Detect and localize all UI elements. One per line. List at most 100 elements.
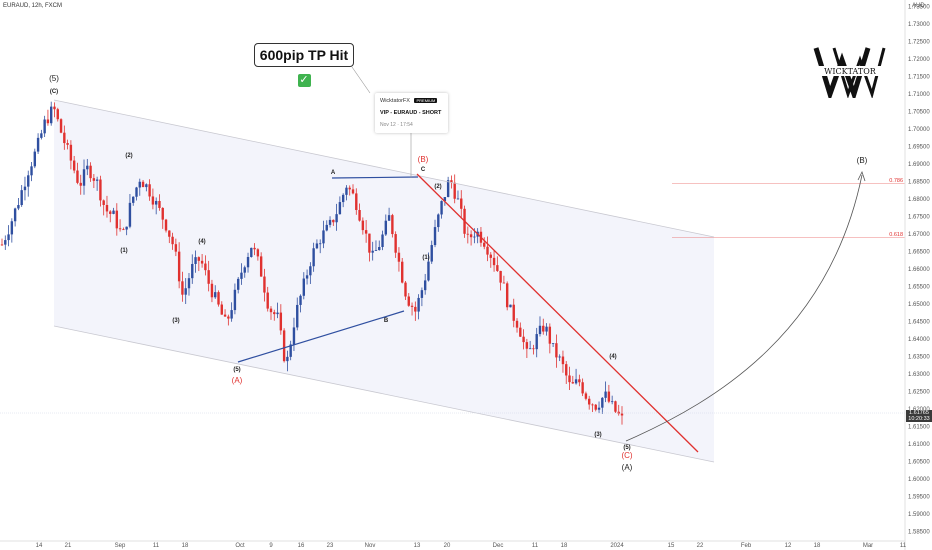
- candle-body: [332, 219, 335, 223]
- wave-labels: (5)(C)(2)(1)(3)(4)(5)(A)AB(B)C(2)(1)(4)(…: [49, 74, 868, 472]
- x-tick-label: 11: [900, 543, 907, 549]
- candle-body: [401, 261, 404, 283]
- candle-body: [578, 379, 581, 383]
- candle-body: [250, 247, 253, 257]
- candle-body: [243, 267, 246, 273]
- candle-body: [43, 119, 46, 134]
- candle-body: [542, 325, 545, 332]
- candle-body: [427, 261, 430, 281]
- x-tick-label: 18: [182, 543, 189, 549]
- candle-body: [17, 205, 20, 209]
- candle-body: [387, 215, 391, 221]
- candle-body: [378, 246, 381, 251]
- candle-body: [437, 214, 440, 228]
- candle-body: [440, 201, 443, 215]
- candle-body: [486, 246, 489, 255]
- tp-hit-callout: 600pip TP Hit ✓: [254, 43, 354, 87]
- candle-body: [515, 320, 519, 328]
- x-tick-label: 13: [414, 543, 421, 549]
- y-tick-label: 1.72000: [908, 57, 930, 63]
- candle-body: [532, 348, 535, 350]
- candle-body: [381, 234, 384, 247]
- wave-label: (5): [233, 367, 240, 373]
- y-tick-label: 1.64500: [908, 320, 930, 326]
- candle-body: [423, 280, 427, 291]
- candle-body: [338, 202, 342, 215]
- candle-body: [535, 334, 538, 350]
- double-w-logo-icon: WICKTATOR: [812, 44, 888, 103]
- candle-body: [394, 234, 397, 253]
- candle-body: [591, 404, 594, 406]
- check-icon: ✓: [297, 74, 311, 87]
- wave-label: (3): [594, 432, 601, 438]
- candle-body: [36, 137, 40, 152]
- candle-body: [194, 257, 197, 264]
- candle-body: [292, 327, 296, 345]
- candle-body: [420, 290, 424, 298]
- wave-label: (4): [198, 239, 205, 245]
- candle-body: [584, 393, 588, 399]
- candle-body: [581, 382, 584, 394]
- candle-body: [259, 256, 263, 277]
- candle-body: [184, 288, 187, 295]
- candle-body: [528, 348, 532, 350]
- y-tick-label: 1.68000: [908, 197, 930, 203]
- candle-body: [545, 326, 548, 332]
- candle-body: [568, 375, 571, 383]
- candle-body: [512, 304, 515, 321]
- y-tick-label: 1.73000: [908, 22, 930, 28]
- candle-body: [102, 200, 105, 205]
- card-author: WicktatorFX: [380, 98, 410, 104]
- signal-card[interactable]: WicktatorFX PREMIUM VIP - EURAUD - SHORT…: [375, 93, 448, 133]
- candle-body: [174, 244, 178, 252]
- channel-area: [54, 100, 714, 462]
- fib-levels: 0.786 0.618: [672, 178, 905, 238]
- wave-label: (B): [418, 155, 429, 164]
- candle-body: [168, 230, 171, 237]
- candle-body: [499, 270, 502, 283]
- callout-pointer: [351, 66, 371, 94]
- x-tick-label: Sep: [115, 543, 126, 549]
- candle-body: [63, 132, 66, 144]
- wave-label: (5): [49, 74, 59, 83]
- candle-body: [502, 282, 506, 284]
- x-tick-label: Oct: [235, 543, 245, 549]
- candle-body: [161, 207, 164, 220]
- candle-body: [414, 306, 417, 312]
- candle-body: [358, 209, 361, 221]
- candle-body: [135, 187, 138, 197]
- candle-body: [227, 316, 230, 319]
- candle-body: [525, 342, 529, 349]
- candle-body: [348, 187, 351, 190]
- candle-body: [122, 229, 125, 231]
- candle-body: [269, 308, 273, 313]
- candle-body: [417, 297, 420, 312]
- candle-body: [289, 344, 292, 357]
- x-axis: 14 21 Sep 11 18 Oct 9 16 23 Nov 13 20 Dec 11 18 2024 15 2…: [0, 540, 907, 549]
- signal-time: Nov 12 · 17:54: [380, 122, 413, 128]
- candle-body: [236, 278, 240, 290]
- candle-body: [456, 198, 460, 200]
- candle-body: [574, 379, 578, 384]
- candle-body: [565, 364, 568, 376]
- wave-label: A: [331, 170, 336, 176]
- candle-body: [319, 243, 322, 245]
- candle-body: [604, 391, 607, 398]
- candle-body: [128, 202, 132, 227]
- candle-body: [587, 398, 591, 405]
- signal-card-header: WicktatorFX PREMIUM: [380, 98, 438, 104]
- wave-label: (A): [622, 463, 633, 472]
- candle-body: [473, 236, 476, 238]
- candle-body: [95, 179, 99, 181]
- y-tick-label: 1.63000: [908, 372, 930, 378]
- candle-body: [433, 227, 437, 246]
- candle-body: [469, 234, 473, 238]
- candle-body: [279, 312, 283, 331]
- candle-body: [555, 343, 558, 358]
- candle-body: [197, 257, 201, 261]
- candle-body: [138, 181, 141, 188]
- candle-body: [148, 184, 151, 197]
- candle-body: [335, 214, 338, 223]
- premium-badge: PREMIUM: [414, 98, 438, 103]
